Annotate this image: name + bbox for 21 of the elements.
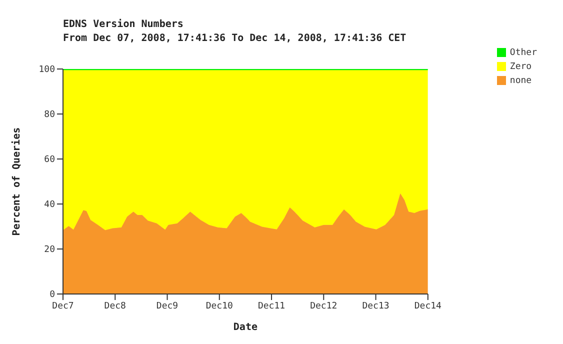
y-tick-label: 20	[44, 245, 55, 256]
y-tick-label: 40	[44, 200, 55, 210]
x-tick-label: Dec8	[104, 301, 126, 312]
x-tick-label: Dec14	[414, 301, 442, 312]
y-tick-label: 80	[44, 110, 55, 120]
x-axis-title: Date	[233, 322, 258, 333]
x-tick-label: Dec11	[258, 301, 286, 312]
legend-label: Zero	[510, 62, 532, 72]
chart-title: EDNS Version Numbers	[63, 18, 184, 32]
y-tick-label: 100	[38, 65, 55, 76]
x-tick-label: Dec9	[156, 301, 178, 312]
y-axis-title: Percent of Queries	[10, 127, 23, 236]
x-tick-label: Dec13	[362, 301, 390, 312]
y-tick-label: 0	[50, 290, 55, 300]
x-tick-label: Dec12	[310, 301, 338, 312]
x-tick-label: Dec7	[52, 301, 74, 312]
legend-label: Other	[510, 48, 537, 58]
y-tick-label: 60	[44, 155, 55, 166]
legend-label: none	[510, 76, 532, 86]
chart-subtitle: From Dec 07, 2008, 17:41:36 To Dec 14, 2008, 17:41:36 CET	[63, 32, 406, 46]
x-tick-label: Dec10	[206, 301, 233, 312]
